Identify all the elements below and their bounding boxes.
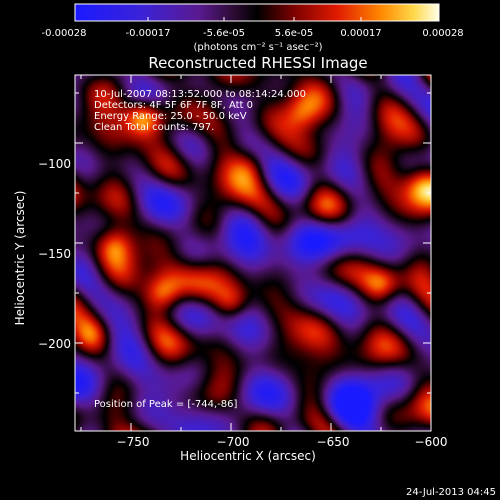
info-peak-position: Position of Peak = [-744,-86] bbox=[94, 399, 238, 410]
x-tick-label: −700 bbox=[217, 435, 250, 449]
x-tick-label: −750 bbox=[117, 435, 150, 449]
y-tick-labels: −100 −150 −200 bbox=[38, 157, 71, 351]
colorbar-tick-label: 0.00017 bbox=[340, 28, 381, 39]
info-detectors: Detectors: 4F 5F 6F 7F 8F, Att 0 bbox=[94, 100, 253, 111]
colorbar-tick-label: 0.00028 bbox=[422, 28, 463, 39]
colorbar-tick-label: -0.00028 bbox=[42, 28, 87, 39]
axis-ticks bbox=[75, 75, 432, 431]
colorbar-tick-label: -5.6e-05 bbox=[203, 28, 245, 39]
colorbar-tick-label: 5.6e-05 bbox=[275, 28, 313, 39]
footer-timestamp: 24-Jul-2013 04:45 bbox=[406, 487, 496, 498]
y-tick-label: −150 bbox=[38, 247, 71, 261]
y-tick-label: −100 bbox=[38, 157, 71, 171]
chart-title: Reconstructed RHESSI Image bbox=[148, 54, 367, 72]
x-tick-label: −650 bbox=[317, 435, 350, 449]
info-energy-range: Energy Range: 25.0 - 50.0 keV bbox=[94, 111, 247, 122]
colorbar-tick-label: -0.00017 bbox=[126, 28, 171, 39]
colorbar: -0.00028 -0.00017 -5.6e-05 5.6e-05 0.000… bbox=[42, 3, 464, 53]
info-clean: Clean Total counts: 797. bbox=[94, 122, 214, 133]
y-tick-label: −200 bbox=[38, 337, 71, 351]
x-axis-label: Heliocentric X (arcsec) bbox=[180, 449, 316, 463]
colorbar-gradient bbox=[74, 3, 440, 22]
y-axis-label: Heliocentric Y (arcsec) bbox=[13, 191, 27, 326]
plot-area bbox=[74, 74, 432, 432]
info-panel: 10-Jul-2007 08:13:52.000 to 08:14:24.000… bbox=[94, 89, 306, 410]
x-tick-labels: −750 −700 −650 −600 bbox=[117, 435, 448, 449]
x-tick-label: −600 bbox=[415, 435, 448, 449]
plot-frame bbox=[74, 74, 432, 432]
colorbar-ticks bbox=[74, 17, 440, 21]
colorbar-unit-label: (photons cm⁻² s⁻¹ asec⁻²) bbox=[193, 42, 322, 53]
heatmap-image bbox=[75, 75, 431, 431]
info-time-range: 10-Jul-2007 08:13:52.000 to 08:14:24.000 bbox=[94, 89, 306, 100]
